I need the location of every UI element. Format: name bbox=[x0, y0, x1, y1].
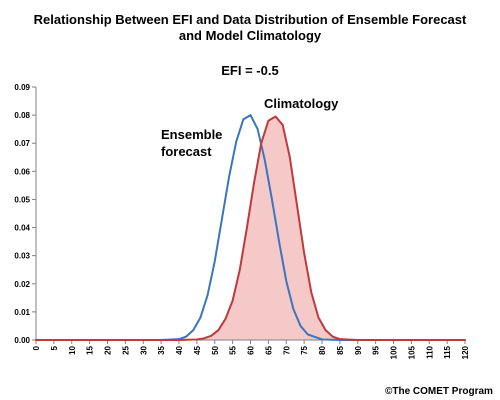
x-tick-label: 0 bbox=[32, 345, 41, 350]
y-tick-label: 0.07 bbox=[14, 139, 30, 148]
x-tick-label: 85 bbox=[336, 345, 345, 354]
series-fill-1 bbox=[36, 116, 465, 341]
y-tick-label: 0.04 bbox=[14, 224, 30, 233]
chart-title-line-1: Relationship Between EFI and Data Distri… bbox=[34, 12, 467, 27]
y-tick-label: 0.08 bbox=[14, 111, 30, 120]
x-tick-label: 5 bbox=[50, 345, 59, 350]
x-tick-label: 105 bbox=[407, 345, 416, 359]
x-tick-label: 20 bbox=[104, 345, 113, 354]
chart-title-line-2: and Model Climatology bbox=[179, 28, 322, 43]
y-tick-label: 0.03 bbox=[14, 252, 30, 261]
plot-area: 0.00 0.01 0.02 0.03 0.04 0.05 0.06 0.07 0.08 0.09… bbox=[14, 83, 470, 359]
credit-text: ©The COMET Program bbox=[385, 386, 493, 397]
y-tick-label: 0.01 bbox=[14, 308, 30, 317]
x-tick-label: 10 bbox=[68, 345, 77, 354]
y-tick-label: 0.09 bbox=[14, 83, 30, 92]
x-tick-label: 60 bbox=[247, 345, 256, 354]
x-tick-label: 40 bbox=[175, 345, 184, 354]
x-tick-label: 50 bbox=[211, 345, 220, 354]
x-tick-label: 15 bbox=[86, 345, 95, 354]
series-label-ensemble-line-2: forecast bbox=[161, 144, 212, 159]
y-tick-label: 0.02 bbox=[14, 280, 30, 289]
x-tick-label: 35 bbox=[157, 345, 166, 354]
y-tick-label: 0.05 bbox=[14, 195, 30, 204]
x-tick-label: 90 bbox=[354, 345, 363, 354]
y-tick-label: 0.06 bbox=[14, 167, 30, 176]
x-tick-label: 45 bbox=[193, 345, 202, 354]
chart-subtitle: EFI = -0.5 bbox=[221, 63, 278, 78]
x-tick-label: 70 bbox=[282, 345, 291, 354]
x-tick-label: 25 bbox=[121, 345, 130, 354]
y-tick-label: 0.00 bbox=[14, 336, 30, 345]
x-tick-label: 100 bbox=[390, 345, 399, 359]
x-tick-label: 80 bbox=[318, 345, 327, 354]
x-tick-label: 30 bbox=[139, 345, 148, 354]
series-line-climatology bbox=[35, 115, 466, 341]
series-label-climatology: Climatology bbox=[264, 96, 339, 111]
x-tick-label: 115 bbox=[443, 345, 452, 358]
x-tick-label: 75 bbox=[300, 345, 309, 354]
x-tick-label: 95 bbox=[372, 345, 381, 354]
x-tick-label: 120 bbox=[461, 345, 470, 359]
x-tick-label: 110 bbox=[425, 345, 434, 358]
x-tick-label: 65 bbox=[264, 345, 273, 354]
series-label-ensemble-line-1: Ensemble bbox=[161, 127, 222, 142]
x-tick-label: 55 bbox=[229, 345, 238, 354]
